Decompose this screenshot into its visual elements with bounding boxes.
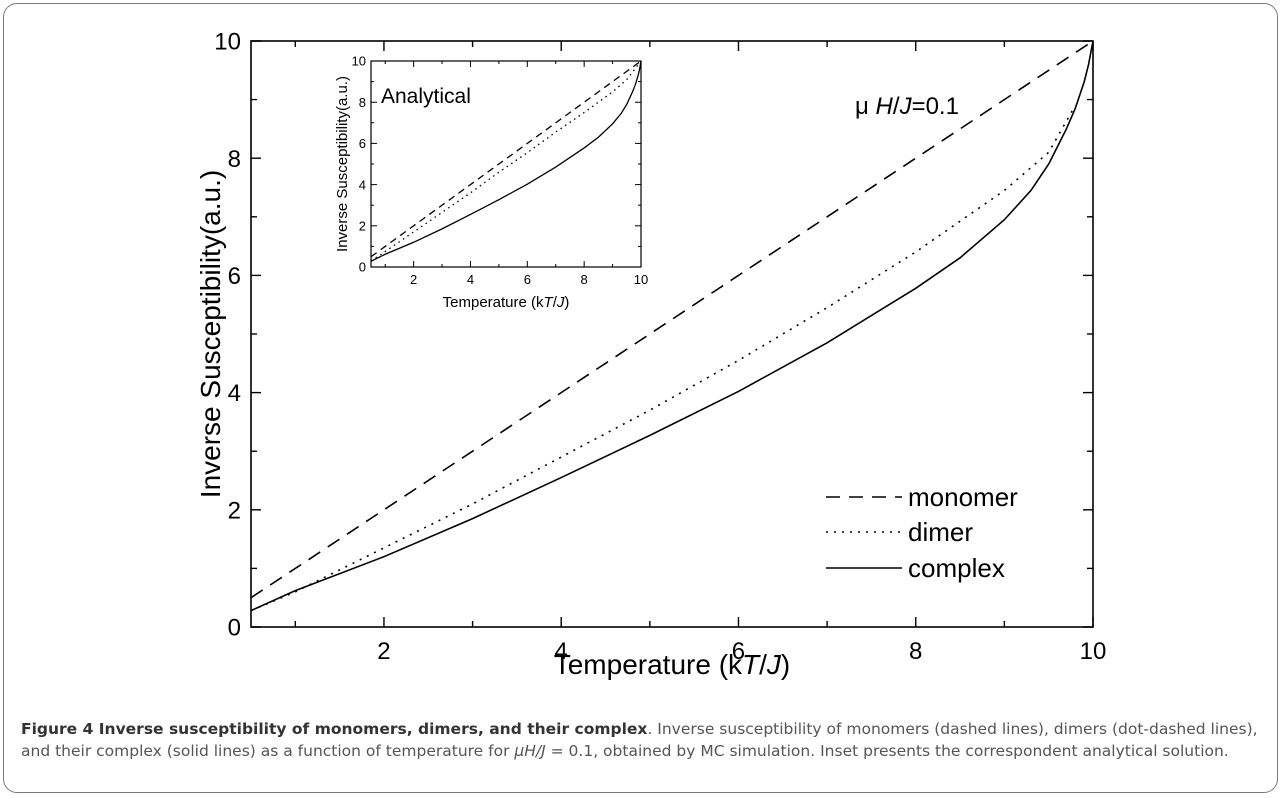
main-x-axis-title: Temperature (kT/J): [554, 649, 791, 680]
caption-label: Figure 4 Inverse susceptibility of monom…: [21, 720, 648, 738]
inset-y-tick-label: 0: [359, 260, 366, 275]
main-x-tick-label: 2: [377, 638, 390, 665]
inset-y-axis-title: Inverse Susceptibility(a.u.): [334, 76, 351, 252]
main-x-tick-label: 10: [1080, 638, 1107, 665]
inset-x-axis-title: Temperature (kT/J): [443, 294, 570, 311]
inset-y-tick-label: 2: [359, 218, 366, 233]
legend-label-complex: complex: [908, 553, 1005, 583]
figure-panel: 2 4 6 8 10 0 2 4 6 8 10 Temperature (kT/J) Inverse S…: [3, 3, 1278, 793]
main-y-tick-label: 6: [228, 263, 241, 290]
legend-label-monomer: monomer: [908, 482, 1018, 512]
field-annotation: μ H/J=0.1: [855, 93, 959, 120]
caption-mu-expression: μH/J: [514, 742, 546, 760]
inset-series-dotted-line: [370, 60, 642, 262]
main-series-monomer-line: [250, 40, 1094, 599]
legend-label-dimer: dimer: [908, 517, 973, 547]
main-y-tick-label: 2: [228, 497, 241, 524]
caption-text-1: . Inverse susceptibility of monomers (da…: [21, 720, 1258, 760]
inset-series-solid-line: [370, 60, 642, 262]
inset-series-dashed-line: [370, 60, 642, 258]
main-x-tick-label: 6: [732, 638, 745, 665]
figure-caption: Figure 4 Inverse susceptibility of monom…: [21, 718, 1271, 762]
main-x-tick-label: 4: [555, 638, 568, 665]
main-y-axis-title: Inverse Susceptibility(a.u.): [195, 170, 226, 498]
main-plot: 2 4 6 8 10 0 2 4 6 8 10 Temperature (kT/J) Inverse S…: [195, 29, 1106, 680]
inset-plot: 2 4 6 8 10 0 2 4 6 8 10 Temperature (kT/J) Inverse S…: [334, 54, 648, 311]
inset-plot-frame: [370, 60, 642, 268]
main-chart: 2 4 6 8 10 0 2 4 6 8 10 Temperature (kT/J) Inverse S…: [195, 29, 1106, 680]
inset-x-tick-label: 10: [634, 272, 648, 287]
main-series-complex-line: [250, 40, 1094, 612]
main-y-tick-label: 8: [228, 146, 241, 173]
inset-x-tick-label: 2: [410, 272, 417, 287]
main-y-tick-label: 0: [228, 615, 241, 642]
inset-x-tick-label: 4: [467, 272, 474, 287]
inset-y-tick-label: 4: [359, 177, 366, 192]
main-y-tick-label: 10: [214, 29, 241, 56]
inset-y-tick-label: 10: [352, 54, 366, 69]
main-y-tick-label: 4: [228, 380, 241, 407]
main-series-dimer-line: [250, 105, 1076, 612]
inset-x-tick-label: 6: [524, 272, 531, 287]
inset-x-tick-label: 8: [581, 272, 588, 287]
inset-title: Analytical: [381, 85, 471, 108]
main-x-tick-label: 8: [909, 638, 922, 665]
inset-y-tick-label: 6: [359, 136, 366, 151]
inset-y-tick-label: 8: [359, 95, 366, 110]
caption-text-2: = 0.1, obtained by MC simulation. Inset …: [545, 742, 1229, 760]
